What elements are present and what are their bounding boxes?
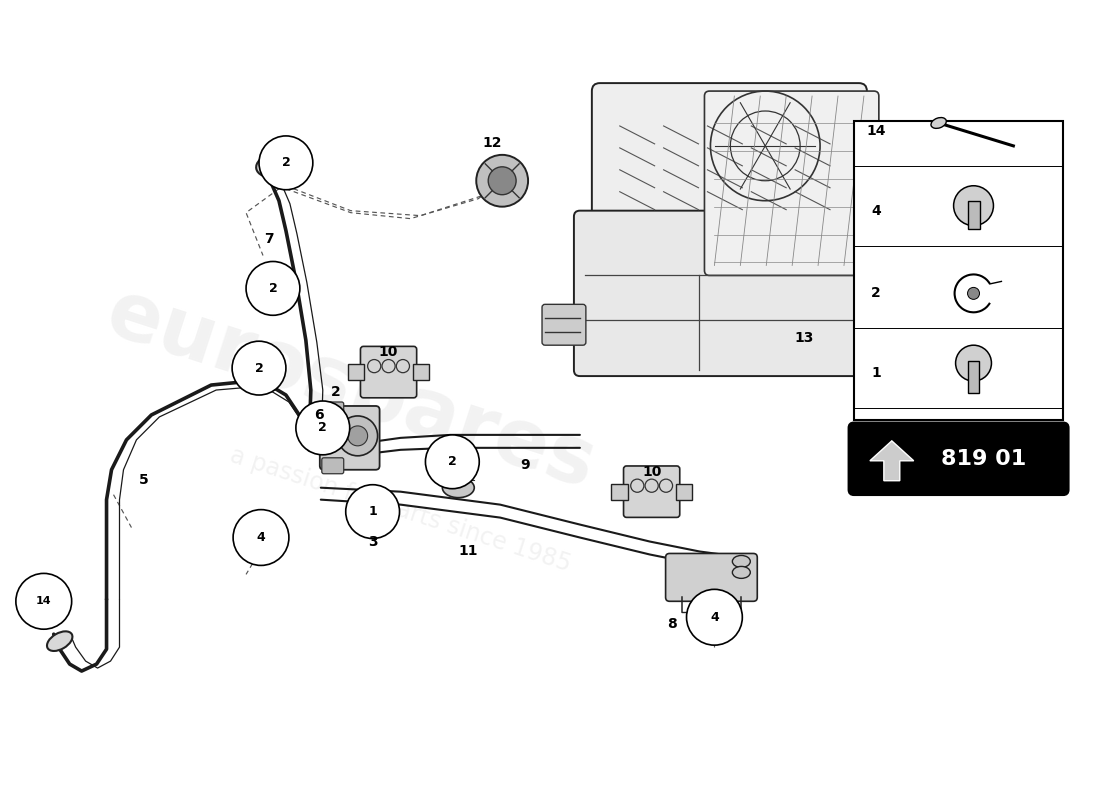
Text: 5: 5	[139, 473, 148, 486]
Circle shape	[348, 426, 367, 446]
Ellipse shape	[256, 154, 288, 177]
Circle shape	[338, 416, 377, 456]
Text: 9: 9	[520, 458, 530, 472]
Circle shape	[246, 262, 300, 315]
Text: 2: 2	[282, 156, 290, 170]
Text: 10: 10	[642, 465, 661, 478]
Text: 4: 4	[711, 610, 718, 624]
Bar	[968, 361, 979, 393]
Text: eurospares: eurospares	[97, 274, 605, 506]
Circle shape	[686, 590, 742, 645]
Circle shape	[954, 186, 993, 226]
FancyBboxPatch shape	[675, 483, 692, 500]
FancyBboxPatch shape	[322, 402, 343, 418]
Text: 4: 4	[871, 204, 881, 218]
FancyBboxPatch shape	[348, 364, 364, 380]
Text: 14: 14	[866, 124, 886, 138]
FancyBboxPatch shape	[666, 554, 757, 602]
Text: 2: 2	[448, 455, 456, 468]
Text: 2: 2	[254, 362, 263, 374]
Circle shape	[968, 287, 979, 299]
Circle shape	[476, 155, 528, 206]
FancyBboxPatch shape	[612, 483, 627, 500]
FancyBboxPatch shape	[412, 364, 429, 380]
FancyBboxPatch shape	[320, 406, 379, 470]
Polygon shape	[870, 441, 914, 481]
Text: 2: 2	[871, 286, 881, 300]
Circle shape	[15, 574, 72, 630]
Text: 3: 3	[367, 534, 377, 549]
Circle shape	[296, 401, 350, 455]
Text: a passion for parts since 1985: a passion for parts since 1985	[227, 443, 574, 576]
Ellipse shape	[442, 478, 474, 498]
Circle shape	[345, 485, 399, 538]
Text: 4: 4	[256, 531, 265, 544]
FancyBboxPatch shape	[849, 423, 1068, 494]
Text: 819 01: 819 01	[942, 449, 1026, 469]
FancyBboxPatch shape	[322, 458, 343, 474]
Text: 14: 14	[36, 596, 52, 606]
Ellipse shape	[733, 566, 750, 578]
Text: 13: 13	[794, 331, 814, 346]
Text: 6: 6	[314, 408, 323, 422]
FancyBboxPatch shape	[592, 83, 867, 238]
Circle shape	[956, 345, 991, 381]
Text: 1: 1	[368, 505, 377, 518]
Ellipse shape	[733, 555, 750, 567]
Circle shape	[258, 136, 312, 190]
Ellipse shape	[931, 118, 946, 128]
Text: 1: 1	[871, 366, 881, 380]
FancyBboxPatch shape	[704, 91, 879, 275]
FancyBboxPatch shape	[574, 210, 884, 376]
Text: 12: 12	[483, 136, 502, 150]
Circle shape	[233, 510, 289, 566]
Text: 7: 7	[264, 231, 274, 246]
Ellipse shape	[47, 631, 73, 651]
FancyBboxPatch shape	[542, 304, 586, 345]
Text: 2: 2	[318, 422, 327, 434]
Text: 2: 2	[268, 282, 277, 295]
FancyBboxPatch shape	[624, 466, 680, 518]
FancyBboxPatch shape	[361, 346, 417, 398]
Circle shape	[426, 435, 480, 489]
Circle shape	[488, 167, 516, 194]
Text: 11: 11	[459, 545, 478, 558]
Text: 8: 8	[667, 618, 676, 631]
Text: 2: 2	[331, 385, 341, 399]
Bar	[968, 201, 979, 229]
Circle shape	[232, 342, 286, 395]
Bar	[854, 121, 1064, 420]
Text: 10: 10	[378, 345, 398, 359]
